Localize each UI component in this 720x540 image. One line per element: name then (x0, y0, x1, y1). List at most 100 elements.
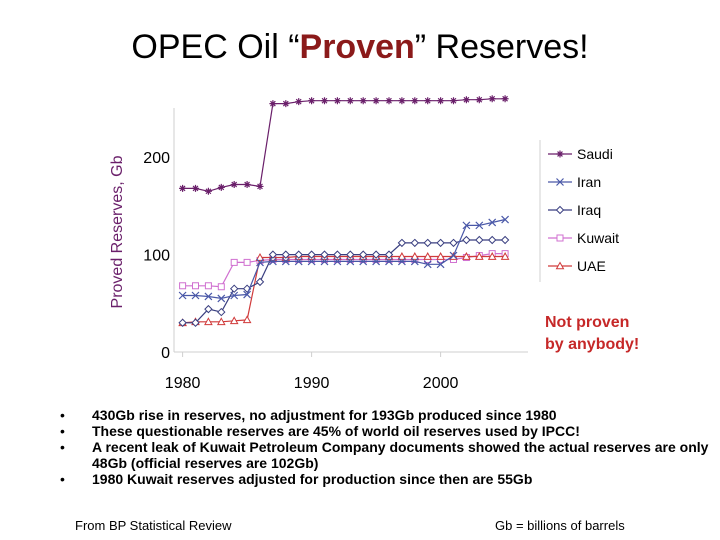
legend-marker (556, 178, 564, 186)
x-tick-label: 1980 (165, 375, 201, 392)
data-point-iran (307, 257, 316, 266)
legend-marker (556, 234, 564, 242)
data-point-saudi (424, 97, 432, 105)
data-point-iran (281, 257, 290, 266)
data-point-iran (204, 292, 213, 301)
data-point-uae (397, 252, 407, 260)
data-point-uae (410, 252, 420, 260)
data-point-kuwait (204, 282, 212, 290)
legend-label: UAE (577, 258, 606, 274)
data-point-uae (436, 252, 445, 260)
legend-marker (556, 150, 564, 158)
title-highlight: Proven (299, 28, 415, 66)
note-line-1: Not proven (545, 314, 630, 331)
title-pre: OPEC Oil “ (131, 28, 300, 66)
data-point-iran (436, 260, 445, 269)
data-point-saudi (204, 187, 212, 195)
note-line-2: by anybody! (545, 336, 640, 353)
data-point-saudi (359, 97, 367, 105)
source-note: From BP Statistical Review (75, 518, 232, 533)
data-point-iraq (320, 250, 329, 259)
data-point-iran (385, 257, 393, 266)
data-point-saudi (398, 97, 406, 105)
data-point-uae (474, 252, 484, 260)
data-point-iran (333, 257, 342, 266)
data-point-iran (449, 251, 458, 260)
data-point-iran (230, 291, 239, 300)
legend-item-iran: Iran (548, 174, 601, 190)
data-point-kuwait (179, 282, 187, 290)
data-point-saudi (501, 95, 509, 103)
series-saudi (179, 95, 509, 195)
data-point-saudi (488, 95, 496, 103)
data-point-saudi (256, 182, 264, 190)
x-tick-label: 2000 (423, 375, 459, 392)
data-point-iraq (358, 250, 368, 259)
data-point-saudi (295, 98, 303, 106)
series-line-saudi (182, 98, 506, 192)
data-point-iraq (346, 250, 355, 259)
data-point-iran (243, 290, 252, 299)
data-point-saudi (282, 100, 290, 108)
reserves-chart: Proved Reserves, Gb 0 100 200 1980 1990 2000… (109, 95, 619, 392)
y-tick-labels: 0 100 200 (143, 150, 170, 362)
y-tick-label: 100 (143, 248, 170, 265)
data-point-kuwait (243, 258, 251, 266)
data-point-iran (178, 291, 187, 300)
data-point-iraq (217, 307, 226, 317)
data-point-uae (487, 252, 497, 260)
data-point-iraq (397, 238, 407, 248)
data-point-saudi (437, 97, 445, 105)
data-point-kuwait (217, 283, 225, 291)
data-point-saudi (411, 97, 419, 105)
data-point-uae (500, 252, 510, 260)
y-axis-label: Proved Reserves, Gb (109, 155, 126, 308)
data-point-saudi (269, 100, 277, 108)
legend-marker (555, 205, 565, 215)
data-point-iraq (500, 235, 510, 245)
data-point-saudi (179, 184, 187, 192)
data-point-iraq (229, 284, 239, 293)
series-layer (178, 95, 510, 327)
legend-label: Iran (577, 174, 601, 190)
data-point-iran (488, 218, 497, 227)
data-point-iran (372, 257, 381, 266)
title-post: ” Reserves! (414, 28, 589, 66)
data-point-iraq (436, 238, 445, 248)
bullet-item: 1980 Kuwait reserves adjusted for produc… (60, 471, 710, 487)
chart-axes (173, 108, 528, 353)
units-note: Gb = billions of barrels (495, 518, 625, 533)
x-tick-label: 1990 (294, 375, 330, 392)
data-point-saudi (217, 183, 225, 191)
data-point-iran (397, 257, 406, 266)
data-point-iraq (281, 250, 291, 259)
data-point-saudi (243, 180, 251, 188)
data-point-iraq (371, 250, 381, 259)
data-point-iraq (268, 250, 278, 259)
data-point-iran (191, 291, 200, 300)
legend-label: Kuwait (577, 230, 619, 246)
legend-item-uae: UAE (548, 258, 606, 274)
x-tick-labels: 1980 1990 2000 (165, 352, 459, 392)
legend-item-iraq: Iraq (548, 202, 601, 218)
data-point-iran (268, 257, 277, 266)
data-point-saudi (321, 97, 328, 105)
data-point-saudi (308, 97, 316, 105)
data-point-iran (346, 257, 355, 266)
data-point-iran (501, 215, 510, 224)
data-point-iran (462, 221, 471, 230)
data-point-saudi (385, 97, 393, 105)
legend-item-saudi: Saudi (548, 146, 613, 162)
data-point-iraq (487, 235, 497, 245)
data-point-saudi (192, 184, 199, 192)
data-point-uae (229, 316, 239, 325)
data-point-uae (255, 252, 265, 261)
data-point-kuwait (192, 282, 199, 290)
data-point-iran (423, 260, 432, 269)
data-point-uae (216, 317, 226, 326)
legend-marker (555, 261, 565, 270)
data-point-uae (204, 317, 213, 326)
data-point-iran (294, 257, 303, 266)
data-point-iraq (449, 238, 458, 248)
data-point-iran (359, 257, 368, 266)
